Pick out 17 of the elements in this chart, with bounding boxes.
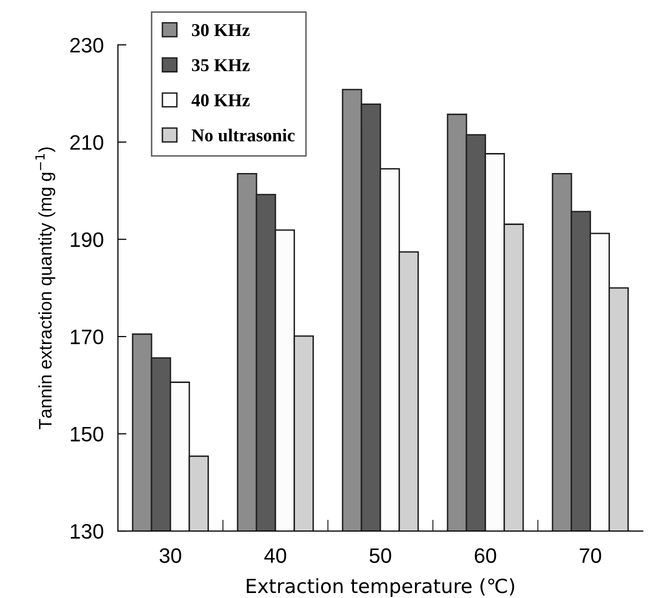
y-axis-title: Tannin extraction quantity (mg g$^{−1}$)	[35, 147, 56, 430]
y-tick-label: 230	[70, 38, 104, 53]
x-tick-label: 70	[580, 548, 602, 563]
y-tick-label: 170	[70, 330, 104, 344]
x-tick-label: 40	[264, 548, 286, 563]
legend-label: 30 KHz	[192, 24, 250, 36]
legend-label: 35 KHz	[192, 59, 250, 72]
x-axis-title: Extraction temperature (℃)	[246, 578, 514, 598]
x-tick-label: 60	[474, 548, 496, 563]
y-tick-label: 130	[70, 524, 104, 539]
legend-label: No ultrasonic	[192, 128, 295, 142]
legend-label: 40 KHz	[192, 94, 250, 106]
y-tick-label: 150	[70, 426, 104, 442]
y-tick-label: 210	[70, 135, 104, 150]
x-tick-label: 30	[160, 548, 182, 563]
y-tick-label: 190	[70, 232, 104, 248]
x-tick-label: 50	[370, 548, 392, 563]
